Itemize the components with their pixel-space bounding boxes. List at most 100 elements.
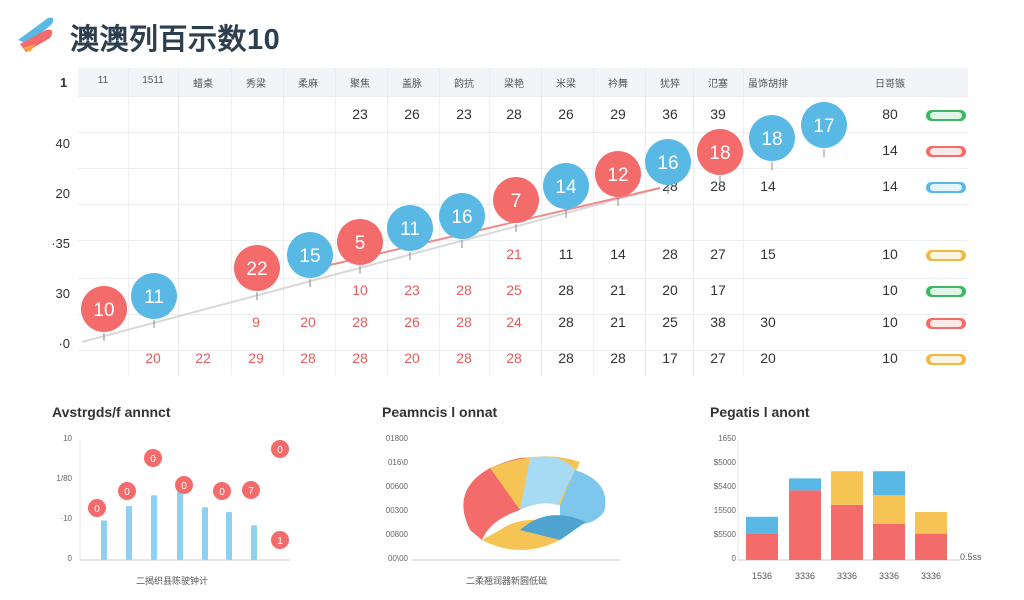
left-panel-bubble: 1 — [271, 531, 289, 549]
table-cell: 28 — [710, 178, 726, 194]
left-panel-bubble: 7 — [242, 481, 260, 499]
grid-column-line — [178, 68, 179, 376]
table-cell: 17 — [710, 282, 726, 298]
grid-column-line — [387, 68, 388, 376]
left-panel-bubble-label: 0 — [124, 487, 130, 498]
column-header[interactable]: 虽饰胡排 — [748, 79, 788, 90]
table-cell: 26 — [558, 106, 574, 122]
column-header[interactable]: 韵抗 — [454, 79, 474, 90]
left-panel-bubble-circle — [242, 481, 260, 499]
panel-axis-label: 0 — [731, 554, 736, 563]
table-cell: 20 — [760, 350, 776, 366]
table-cell: 28 — [456, 350, 472, 366]
y-axis-label: ·35 — [51, 236, 70, 251]
left-panel-bubble-circle — [175, 476, 193, 494]
right-panel-bar-segment — [789, 478, 821, 491]
table-cell: 10 — [352, 282, 368, 298]
column-header[interactable]: 秀梁 — [246, 79, 266, 90]
grid-column-line — [128, 68, 129, 376]
column-header[interactable]: 盖脉 — [402, 79, 422, 90]
left-panel-bar — [101, 520, 107, 560]
left-panel-bar — [202, 507, 208, 560]
grid-row-line — [78, 204, 968, 205]
table-cell: 25 — [662, 314, 678, 330]
column-header[interactable]: 柔麻 — [298, 79, 318, 90]
left-panel-bubble: 0 — [213, 482, 231, 500]
status-pill — [926, 286, 966, 297]
column-header[interactable]: 氾塞 — [708, 79, 728, 90]
table-cell: 28 — [558, 314, 574, 330]
table-cell: 11 — [558, 246, 574, 262]
table-cell: 36 — [662, 106, 678, 122]
table-cell: 10 — [882, 282, 898, 298]
grid-column-line — [541, 68, 542, 376]
panel-axis-label: 1/80 — [56, 474, 72, 483]
status-pill-fill — [930, 252, 962, 259]
right-panel-bar-segment — [915, 533, 947, 560]
panel-axis-label: 15500 — [713, 506, 736, 515]
left-panel-bubble-circle — [271, 440, 289, 458]
column-header[interactable]: 梁艳 — [504, 79, 524, 90]
column-header[interactable]: 蜡桌 — [193, 79, 213, 90]
right-panel-x-label: 3336 — [836, 571, 858, 581]
status-pill — [926, 182, 966, 193]
table-cell: 14 — [760, 178, 776, 194]
right-panel-bar-segment — [873, 524, 905, 560]
column-header[interactable]: 聚焦 — [350, 79, 370, 90]
grid-column-line — [439, 68, 440, 376]
left-panel-bubble-label: 0 — [277, 445, 283, 456]
left-panel-bubble-label: 0 — [181, 481, 187, 492]
right-panel-x-label: 3336 — [878, 571, 900, 581]
left-panel-bubble-circle — [118, 482, 136, 500]
left-panel-bubble-circle — [144, 449, 162, 467]
middle-panel-segment — [560, 470, 606, 525]
right-panel-bar-segment — [746, 516, 778, 534]
panel-axis-label: 10 — [63, 434, 72, 443]
column-header[interactable]: 犹猝 — [660, 79, 680, 90]
left-panel-bubble-label: 7 — [248, 486, 254, 497]
status-pill-fill — [930, 184, 962, 191]
table-cell: 28 — [662, 246, 678, 262]
grid-row-line — [78, 278, 968, 279]
table-cell: 20 — [300, 314, 316, 330]
table-cell: 15 — [760, 246, 776, 262]
left-panel-bar — [151, 495, 157, 560]
status-pill — [926, 354, 966, 365]
left-panel-bubble-circle — [271, 531, 289, 549]
column-header[interactable]: 11 — [97, 75, 109, 86]
table-cell: 14 — [610, 246, 626, 262]
middle-panel-segment — [520, 515, 586, 540]
panel-axis-label: 016\0 — [387, 458, 408, 467]
table-cell: 80 — [882, 106, 898, 122]
grid-row-line — [78, 96, 968, 97]
panel-axis-label: $5000 — [713, 458, 736, 467]
column-header[interactable]: 日哥镞 — [875, 79, 905, 90]
middle-panel-segment — [482, 519, 560, 550]
column-header[interactable]: 衿舞 — [608, 79, 628, 90]
y-axis-label: 40 — [55, 136, 70, 151]
column-header[interactable]: 1511 — [142, 75, 164, 86]
table-cell: 26 — [404, 106, 420, 122]
status-pill-fill — [930, 112, 962, 119]
table-cell: 24 — [506, 314, 522, 330]
table-cell: 7 — [614, 178, 622, 194]
y-axis-label: 30 — [55, 286, 70, 301]
table-corner-label: 1 — [60, 75, 68, 90]
status-pill-fill — [930, 320, 962, 327]
table-cell: 28 — [558, 282, 574, 298]
left-panel-bubble-label: 1 — [277, 536, 283, 547]
panel-axis-label: 00800 — [385, 530, 408, 539]
middle-panel-footer: 二柔翘润器新圆低础 — [466, 576, 548, 586]
panel-axis-label: 00600 — [385, 482, 408, 491]
left-panel-bubble-label: 0 — [94, 504, 100, 515]
table-cell: 23 — [352, 106, 368, 122]
column-header[interactable]: 米梁 — [556, 79, 576, 90]
left-panel-bubble: 0 — [175, 476, 193, 494]
brand-logo-icon — [18, 17, 54, 52]
right-panel-bar-segment — [873, 495, 905, 524]
table-cell: 26 — [404, 314, 420, 330]
grid-row-line — [78, 168, 968, 169]
panel-axis-label: ·10 — [60, 514, 72, 523]
table-cell: 21 — [610, 282, 626, 298]
grid-column-line — [743, 68, 744, 376]
